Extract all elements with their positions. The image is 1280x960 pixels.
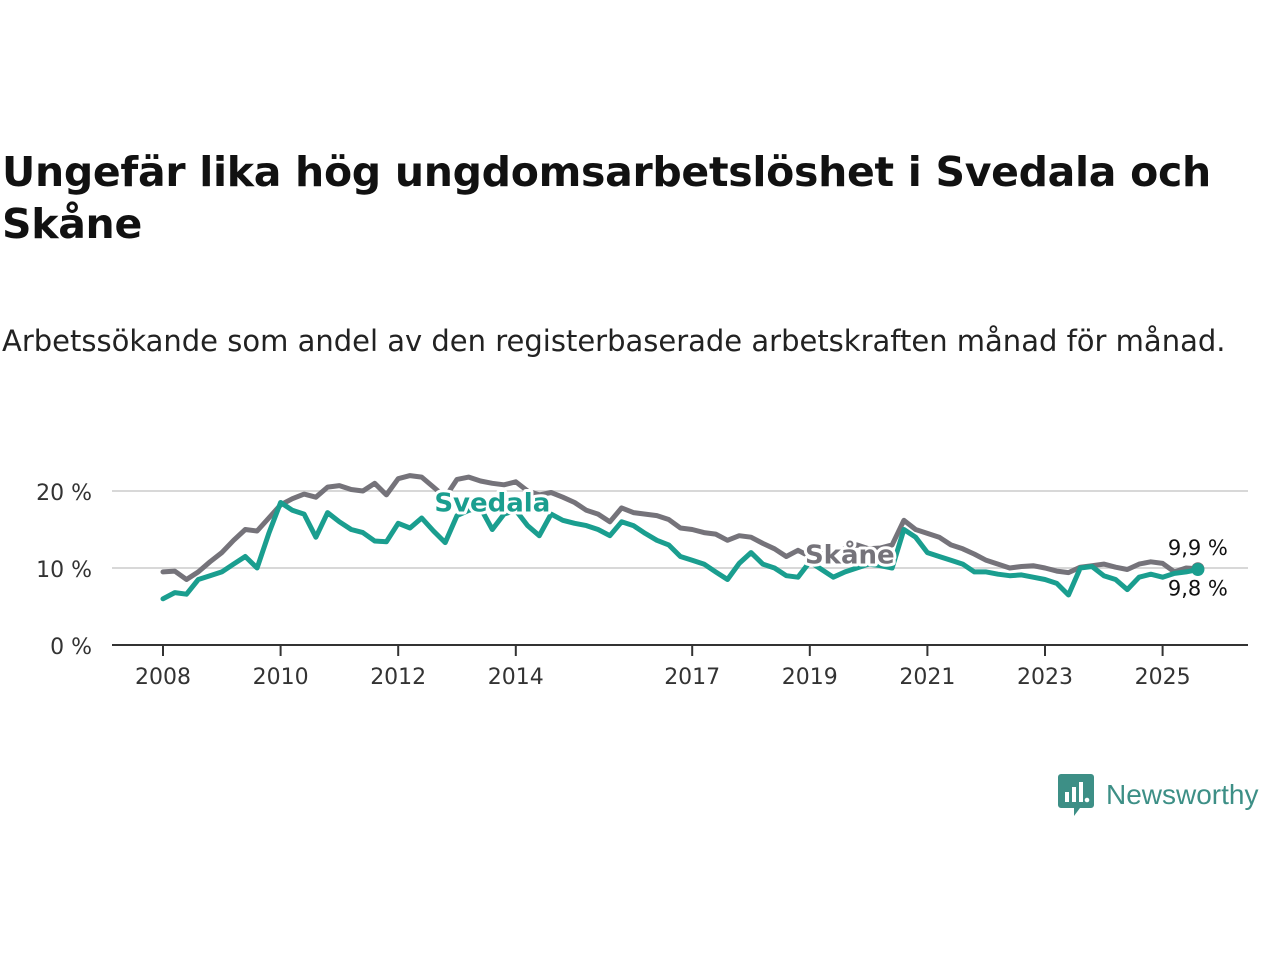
newsworthy-logo: Newsworthy — [1058, 772, 1258, 818]
x-tick-label: 2014 — [488, 665, 544, 690]
series-line-svedala — [160, 500, 1201, 602]
x-tick-label: 2023 — [1017, 665, 1073, 690]
x-tick-label: 2017 — [664, 665, 720, 690]
x-tick-label: 2010 — [253, 665, 309, 690]
end-value-label-svedala: 9,8 % — [1168, 577, 1228, 601]
y-tick-label: 10 % — [36, 558, 92, 583]
y-tick-label: 20 % — [36, 481, 92, 506]
x-tick-label: 2012 — [370, 665, 426, 690]
newsworthy-logo-icon — [1058, 774, 1094, 816]
x-tick-label: 2019 — [782, 665, 838, 690]
x-tick-label: 2008 — [135, 665, 191, 690]
series-line-skåne — [160, 473, 1201, 582]
series-end-dot-svedala — [1191, 563, 1205, 577]
x-tick-label: 2025 — [1135, 665, 1191, 690]
x-tick-label: 2021 — [899, 665, 955, 690]
brand-name: Newsworthy — [1106, 779, 1259, 810]
series-label-skåne: Skåne — [805, 539, 895, 571]
chart-subtitle: Arbetssökande som andel av den registerb… — [2, 324, 1226, 358]
end-value-label-skåne: 9,9 % — [1168, 536, 1228, 560]
series-label-svedala: Svedala — [434, 489, 550, 519]
chart-title: Ungefär lika hög ungdomsarbetslöshet i S… — [2, 148, 1211, 248]
y-tick-label: 0 % — [50, 635, 92, 660]
